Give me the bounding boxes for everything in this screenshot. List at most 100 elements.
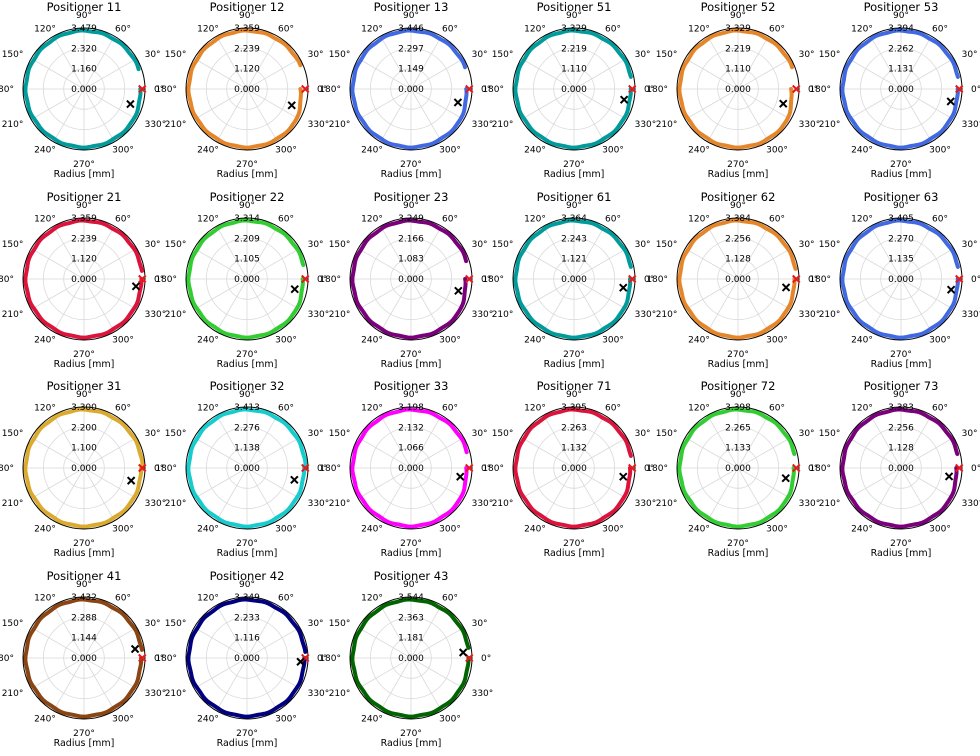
angle-tick-label: 150° (329, 50, 351, 60)
angular-grid-line (900, 88, 932, 143)
angle-tick-label: 270° (73, 729, 95, 739)
subplot-title: Positioner 63 (864, 190, 939, 204)
angle-tick-label: 300° (439, 715, 461, 725)
radial-tick-label: 3.479 (71, 24, 97, 34)
angle-tick-label: 90° (566, 11, 582, 21)
angular-grid-line (573, 278, 605, 333)
angle-tick-label: 90° (403, 11, 419, 21)
angular-grid-line (30, 278, 85, 310)
angle-tick-label: 30° (308, 240, 324, 250)
radial-tick-label: 0.000 (398, 85, 424, 95)
radial-tick-label: 1.116 (234, 634, 260, 644)
angle-tick-label: 30° (635, 429, 651, 439)
subplot-title: Positioner 42 (210, 569, 285, 583)
radial-tick-label: 0.000 (234, 85, 260, 95)
angle-tick-label: 330° (308, 120, 330, 130)
angular-grid-line (707, 88, 739, 143)
angle-tick-label: 150° (329, 240, 351, 250)
angular-grid-line (380, 278, 412, 333)
angle-tick-label: 150° (2, 50, 24, 60)
radial-tick-label: 2.276 (234, 423, 260, 433)
polar-subplot: 0.000 1.105 2.209 3.314 0° 30° 60° 90° 120° 150° 1… (155, 190, 329, 370)
angle-tick-label: 30° (145, 240, 161, 250)
angle-tick-label: 330° (145, 499, 167, 509)
radius-axis-label: Radius [mm] (544, 359, 605, 370)
angle-tick-label: 330° (472, 499, 494, 509)
positioner-trace (677, 28, 795, 150)
angular-grid-line (707, 414, 739, 469)
polar-subplot: 0.000 1.181 2.363 3.544 0° 30° 60° 90° 120° 150° 1… (319, 569, 493, 749)
angle-tick-label: 0° (481, 654, 491, 664)
angle-tick-label: 270° (400, 350, 422, 360)
radial-tick-label: 2.363 (398, 613, 424, 623)
angular-grid-line (246, 657, 301, 689)
radial-tick-label: 3.544 (398, 593, 424, 603)
angular-grid-line (410, 414, 442, 469)
angle-tick-label: 240° (197, 715, 219, 725)
angle-tick-label: 300° (602, 525, 624, 535)
positioner-trace (677, 218, 798, 340)
angular-grid-line (83, 58, 138, 90)
angle-tick-label: 330° (145, 689, 167, 699)
angle-tick-label: 150° (329, 619, 351, 629)
angular-grid-line (573, 248, 628, 280)
angle-tick-label: 30° (145, 50, 161, 60)
angular-grid-line (193, 88, 248, 120)
subplot-title: Positioner 72 (701, 379, 776, 393)
angular-grid-line (684, 467, 739, 499)
angular-grid-line (684, 437, 739, 469)
angular-grid-line (543, 35, 575, 90)
angular-grid-line (83, 467, 138, 499)
angular-grid-line (246, 437, 301, 469)
angle-tick-label: 60° (442, 593, 458, 603)
target-marker-red (955, 84, 964, 94)
polar-frame (22, 27, 146, 151)
angle-tick-label: 300° (275, 336, 297, 346)
radial-tick-label: 3.314 (234, 214, 260, 224)
radial-tick-label: 0.000 (888, 85, 914, 95)
target-marker-red (955, 274, 964, 284)
angle-tick-label: 0° (808, 275, 818, 285)
angle-tick-label: 60° (932, 214, 948, 224)
polar-subplot: 0.000 1.160 2.320 3.479 0° 30° 60° 90° 120° 150° 1… (0, 0, 166, 180)
target-marker-red (792, 274, 801, 284)
angle-tick-label: 270° (890, 350, 912, 360)
angular-grid-line (83, 225, 115, 280)
angle-tick-label: 240° (34, 146, 56, 156)
angle-tick-label: 210° (165, 120, 187, 130)
radial-tick-label: 3.329 (561, 24, 587, 34)
radial-tick-label: 2.219 (561, 44, 587, 54)
angular-grid-line (53, 88, 85, 143)
angular-grid-line (737, 278, 792, 310)
angle-tick-label: 120° (688, 24, 710, 34)
angular-grid-line (900, 278, 955, 310)
angle-tick-label: 210° (656, 499, 678, 509)
angle-tick-label: 240° (197, 525, 219, 535)
angle-tick-label: 210° (492, 120, 514, 130)
angle-tick-label: 300° (275, 525, 297, 535)
radial-tick-label: 1.105 (234, 255, 260, 265)
subplot-title: Positioner 61 (537, 190, 612, 204)
angular-grid-line (684, 248, 739, 280)
angular-grid-line (216, 657, 248, 712)
radial-tick-label: 1.181 (398, 634, 424, 644)
polar-subplot: 0.000 1.110 2.219 3.329 0° 30° 60° 90° 120° 150° 1… (482, 0, 656, 180)
angle-tick-label: 180° (319, 275, 341, 285)
radial-tick-label: 3.300 (71, 403, 97, 413)
angular-grid-line (737, 248, 792, 280)
angle-tick-label: 0° (808, 464, 818, 474)
angle-tick-label: 0° (154, 654, 164, 664)
radial-tick-label: 1.110 (725, 65, 751, 75)
angular-grid-line (900, 35, 932, 90)
angle-tick-label: 90° (893, 201, 909, 211)
angular-grid-line (737, 437, 792, 469)
start-marker-black (130, 644, 140, 654)
angle-tick-label: 240° (851, 146, 873, 156)
angle-tick-label: 60° (769, 403, 785, 413)
angle-tick-label: 270° (727, 539, 749, 549)
angle-tick-label: 150° (819, 240, 841, 250)
polar-frame (349, 217, 473, 341)
angle-tick-label: 90° (730, 11, 746, 21)
start-marker-black (287, 101, 296, 110)
angular-grid-line (410, 88, 465, 120)
